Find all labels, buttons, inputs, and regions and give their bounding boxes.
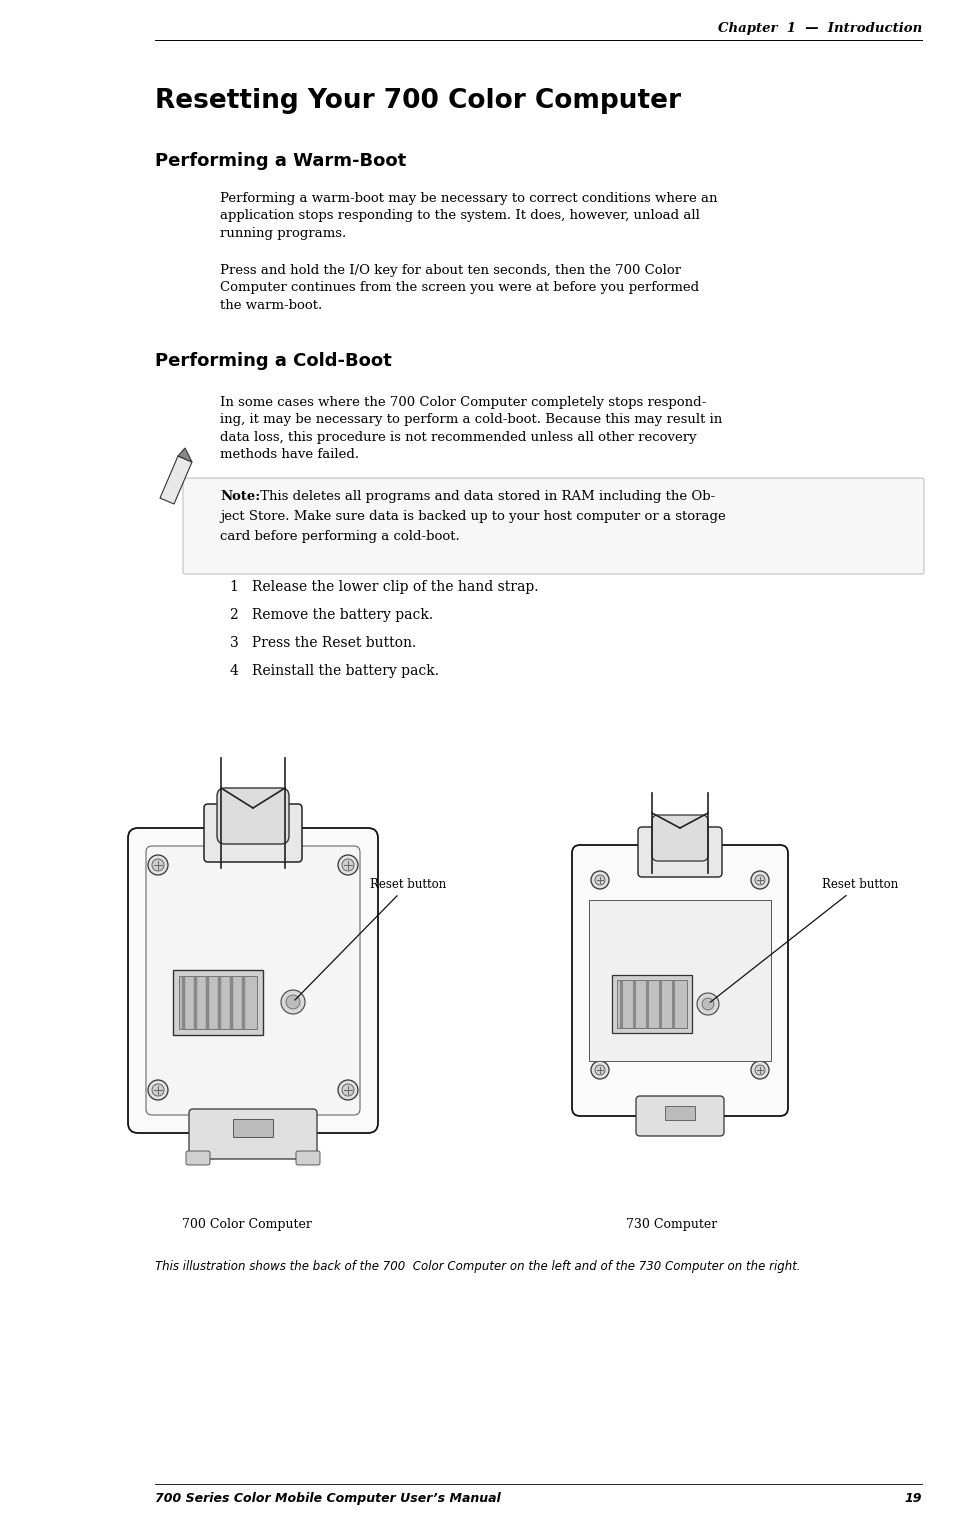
Circle shape [148,855,168,875]
Text: Chapter  1  —  Introduction: Chapter 1 — Introduction [717,21,922,35]
FancyBboxPatch shape [589,899,771,1060]
Circle shape [697,993,719,1015]
Circle shape [152,860,164,870]
Text: 3   Press the Reset button.: 3 Press the Reset button. [230,636,416,650]
FancyBboxPatch shape [296,1151,320,1165]
Circle shape [342,860,354,870]
Text: 700 Color Computer: 700 Color Computer [182,1218,312,1230]
Polygon shape [178,448,192,462]
FancyBboxPatch shape [665,1106,695,1120]
Text: Reset button: Reset button [711,878,898,1003]
Circle shape [755,1065,765,1075]
Text: Performing a Cold-Boot: Performing a Cold-Boot [155,352,392,371]
Text: Performing a warm-boot may be necessary to correct conditions where an
applicati: Performing a warm-boot may be necessary … [220,191,717,240]
Text: This illustration shows the back of the 700  Color Computer on the left and of t: This illustration shows the back of the … [155,1259,801,1273]
FancyBboxPatch shape [652,816,708,861]
Polygon shape [160,456,192,504]
FancyBboxPatch shape [204,804,302,861]
FancyBboxPatch shape [617,980,687,1028]
Text: card before performing a cold-boot.: card before performing a cold-boot. [220,530,460,542]
FancyBboxPatch shape [189,1109,317,1159]
Text: 730 Computer: 730 Computer [626,1218,717,1230]
Text: Performing a Warm-Boot: Performing a Warm-Boot [155,152,406,170]
Circle shape [281,990,305,1015]
Text: Note:: Note: [220,491,260,503]
FancyBboxPatch shape [146,846,360,1115]
FancyBboxPatch shape [183,478,924,574]
Text: 19: 19 [905,1492,922,1505]
Circle shape [338,855,358,875]
Circle shape [702,998,714,1010]
Text: 4   Reinstall the battery pack.: 4 Reinstall the battery pack. [230,664,439,677]
FancyBboxPatch shape [173,971,263,1034]
Circle shape [751,1060,769,1078]
FancyBboxPatch shape [572,845,788,1116]
Text: 1   Release the lower clip of the hand strap.: 1 Release the lower clip of the hand str… [230,580,538,594]
FancyBboxPatch shape [217,788,289,845]
Circle shape [595,875,605,886]
Circle shape [755,875,765,886]
FancyBboxPatch shape [638,826,722,876]
Text: 2   Remove the battery pack.: 2 Remove the battery pack. [230,608,434,621]
Circle shape [595,1065,605,1075]
FancyBboxPatch shape [636,1097,724,1136]
Text: Press and hold the I/O key for about ten seconds, then the 700 Color
Computer co: Press and hold the I/O key for about ten… [220,264,699,311]
Circle shape [591,870,609,889]
Text: In some cases where the 700 Color Computer completely stops respond-
ing, it may: In some cases where the 700 Color Comput… [220,396,722,462]
FancyBboxPatch shape [179,977,257,1028]
Circle shape [591,1060,609,1078]
Circle shape [286,995,300,1009]
Text: This deletes all programs and data stored in RAM including the Ob-: This deletes all programs and data store… [256,491,715,503]
Circle shape [342,1085,354,1097]
Circle shape [338,1080,358,1100]
Circle shape [751,870,769,889]
FancyBboxPatch shape [233,1120,273,1138]
Text: Resetting Your 700 Color Computer: Resetting Your 700 Color Computer [155,88,681,114]
FancyBboxPatch shape [612,975,692,1033]
Circle shape [148,1080,168,1100]
FancyBboxPatch shape [186,1151,210,1165]
FancyBboxPatch shape [128,828,378,1133]
Text: 700 Series Color Mobile Computer User’s Manual: 700 Series Color Mobile Computer User’s … [155,1492,501,1505]
Text: Reset button: Reset button [295,878,446,1000]
Circle shape [152,1085,164,1097]
Text: ject Store. Make sure data is backed up to your host computer or a storage: ject Store. Make sure data is backed up … [220,510,726,523]
